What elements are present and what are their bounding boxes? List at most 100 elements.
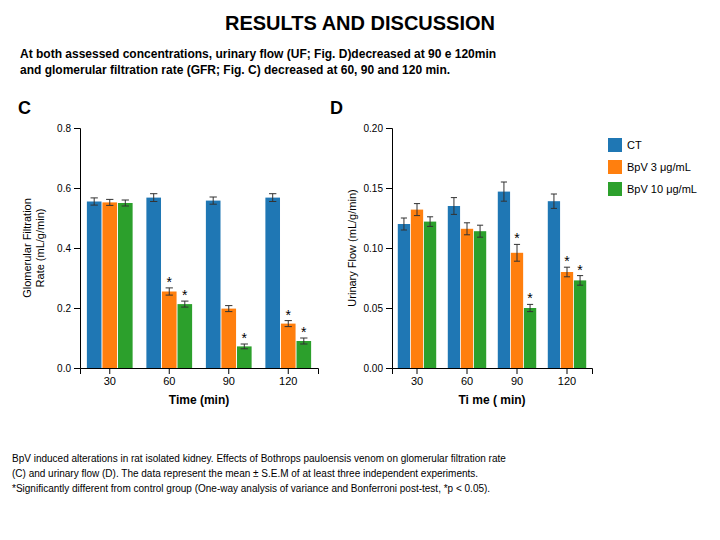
significance-marker: * (564, 253, 570, 269)
y-tick-label: 0.05 (364, 303, 384, 314)
bar (296, 341, 311, 368)
x-axis: 30 60 90 120 (393, 368, 593, 387)
x-tick: 30 (411, 368, 423, 387)
bar (474, 231, 486, 368)
y-tick-mark (74, 308, 80, 309)
bar (146, 198, 161, 368)
y-axis-title: Glomerular FiltrationRate (mL/g/min) (21, 198, 46, 298)
error-bar (464, 223, 470, 235)
y-axis-line (386, 129, 393, 369)
y-tick-mark (74, 248, 80, 249)
significance-marker: * (514, 230, 520, 246)
error-bar (427, 217, 433, 227)
x-tick-label: 120 (558, 375, 576, 387)
bar (237, 346, 252, 368)
bar (511, 253, 523, 368)
x-tick-label: 90 (511, 375, 523, 387)
y-tick-mark (386, 368, 392, 369)
x-axis-title: Time (min) (169, 393, 229, 407)
error-bar (122, 200, 129, 206)
x-tick-label: 30 (104, 375, 116, 387)
x-axis: 306090120 (81, 368, 319, 387)
legend-swatch (608, 138, 622, 152)
legend: CTBpV 3 μg/mLBpV 10 μg/mL (608, 138, 697, 196)
error-bar (269, 194, 276, 202)
legend-item: BpV 3 μg/mL (608, 160, 691, 174)
bar (265, 198, 280, 368)
legend-label: BpV 3 μg/mL (627, 161, 691, 173)
x-tick: 90 (511, 368, 523, 387)
y-axis-title: Urinary Flow (mL/g/min) (346, 189, 358, 306)
plot-area (87, 194, 311, 368)
bar (548, 201, 560, 368)
x-tick-mark (517, 368, 518, 374)
y-tick-mark (386, 248, 392, 249)
x-tick-label: 120 (279, 375, 297, 387)
bar (102, 202, 117, 368)
x-tick-mark (169, 368, 170, 374)
y-axis-line (74, 129, 81, 369)
series (411, 204, 573, 368)
plot-area (398, 182, 586, 368)
x-tick-mark (417, 368, 418, 374)
x-tick: 120 (558, 368, 576, 387)
y-tick-label: 0.6 (57, 183, 71, 194)
bar (574, 280, 586, 368)
error-bar (451, 198, 457, 215)
legend-swatch (608, 160, 622, 174)
y-tick-mark (74, 188, 80, 189)
legend-item: BpV 10 μg/mL (608, 182, 697, 196)
series (118, 200, 311, 368)
y-tick: 0.4 (57, 243, 80, 254)
y-tick: 0.05 (364, 303, 392, 314)
page-title: RESULTS AND DISCUSSION (225, 12, 495, 34)
y-axis: 0.0 0.2 0.4 0.6 0.8 (57, 123, 80, 374)
y-tick-mark (74, 128, 80, 129)
y-tick: 0.6 (57, 183, 80, 194)
y-axis: 0.000.050.100.150.20 (364, 123, 393, 374)
y-tick: 0.10 (364, 243, 392, 254)
figure: RESULTS AND DISCUSSIONAt both assessed c… (0, 0, 720, 540)
x-tick: 30 (104, 368, 116, 387)
legend-swatch (608, 182, 622, 196)
y-tick-label: 0.8 (57, 123, 71, 134)
significance-marker: * (577, 262, 583, 278)
panel: 0.00.20.40.60.8306090120*****Time (min)G… (18, 98, 319, 407)
significance-marker: * (167, 274, 173, 290)
series (424, 217, 586, 368)
y-tick-label: 0.0 (57, 363, 71, 374)
y-tick: 0.15 (364, 183, 392, 194)
x-axis-title: Ti me ( min) (458, 393, 525, 407)
x-tick-mark (288, 368, 289, 374)
bar (162, 292, 177, 369)
x-axis-line (393, 369, 593, 375)
y-tick-label: 0.4 (57, 243, 71, 254)
series (398, 182, 560, 368)
error-bar (514, 244, 520, 261)
significance-marker: * (182, 287, 188, 303)
x-tick: 60 (461, 368, 473, 387)
bar (118, 203, 133, 368)
x-axis-line (81, 369, 319, 375)
x-tick-label: 90 (223, 375, 235, 387)
y-tick-mark (386, 308, 392, 309)
y-tick-mark (386, 128, 392, 129)
y-tick: 0.20 (364, 123, 392, 134)
y-tick: 0.0 (57, 363, 80, 374)
error-bar (401, 218, 407, 230)
y-tick-mark (74, 368, 80, 369)
series (87, 194, 280, 368)
error-bar (210, 197, 217, 204)
y-tick-label: 0.20 (364, 123, 384, 134)
bar (281, 324, 296, 368)
x-tick-mark (567, 368, 568, 374)
panel: 0.000.050.100.150.20306090120****Ti me (… (330, 98, 593, 407)
caption: BpV induced alterations in rat isolated … (12, 453, 506, 494)
panel-title: D (330, 98, 343, 118)
error-bar (91, 198, 98, 205)
error-bar (106, 199, 113, 205)
y-tick: 0.2 (57, 303, 80, 314)
x-tick: 120 (279, 368, 297, 387)
x-tick-label: 60 (461, 375, 473, 387)
bar (87, 202, 102, 369)
